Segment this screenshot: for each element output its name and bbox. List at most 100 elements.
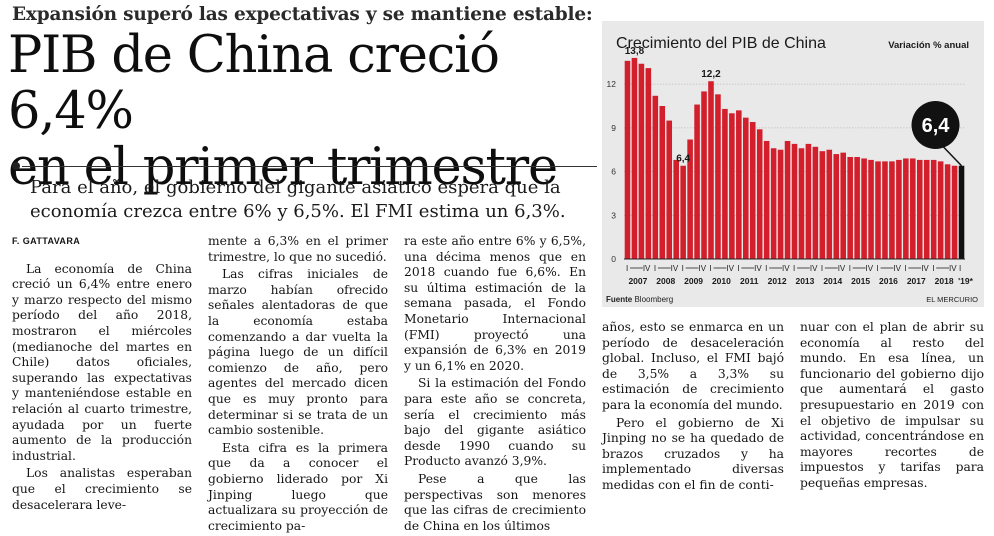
chart-title: Crecimiento del PIB de China [616, 35, 826, 52]
year-label: 2011 [740, 276, 759, 286]
kicker: Expansión superó las expectativas y se m… [12, 4, 593, 25]
headline-divider [12, 162, 597, 170]
data-label: 13,8 [625, 46, 645, 57]
paragraph: nuar con el plan de abrir su economía al… [800, 320, 984, 490]
bar [861, 158, 867, 259]
paragraph: mente a 6,3% en el primer trimestre, lo … [208, 234, 388, 264]
year-label: 2012 [768, 276, 787, 286]
y-tick-label: 3 [611, 210, 616, 220]
year-label: 2007 [628, 276, 647, 286]
callout-bubble [911, 101, 960, 149]
quarter-mark: IV [921, 264, 929, 273]
bar [896, 159, 902, 259]
paragraph: Si la estimación del Fondo para este año… [404, 376, 586, 469]
bar [833, 154, 840, 259]
bar [694, 104, 700, 260]
chart-subtitle: Variación % anual [888, 40, 969, 51]
source-label: Fuente [606, 295, 634, 304]
year-label: 2014 [823, 276, 842, 286]
bar [819, 151, 826, 259]
quarter-mark: I [877, 264, 879, 273]
bar [666, 120, 673, 259]
bar [826, 149, 833, 259]
bar [784, 140, 791, 259]
bar [916, 159, 923, 259]
quarter-mark: IV [754, 264, 762, 273]
article-column-3: ra este año entre 6% y 6,5%, una décima … [404, 234, 586, 536]
bar [951, 165, 958, 259]
bar [708, 81, 714, 259]
y-tick-label: 6 [611, 167, 616, 177]
bar [875, 161, 881, 259]
callout-label: 6,4 [922, 115, 951, 137]
source-name: Bloomberg [634, 295, 673, 304]
bar [722, 108, 728, 260]
bar [805, 143, 812, 259]
bar [756, 129, 763, 259]
quarter-mark: I [682, 264, 684, 273]
year-label: 2013 [795, 276, 814, 286]
bar [777, 149, 784, 259]
y-tick-label: 0 [611, 254, 616, 264]
paragraph: ra este año entre 6% y 6,5%, una décima … [404, 234, 586, 373]
paragraph: Las cifras iniciales de marzo habían ofr… [208, 267, 388, 438]
bar [812, 146, 819, 259]
article-column-5: nuar con el plan de abrir su economía al… [800, 320, 984, 494]
paragraph: Esta cifra es la primera que da a conoce… [208, 440, 388, 533]
bar [791, 143, 798, 259]
quarter-mark: I [626, 264, 628, 273]
quarter-mark: I [849, 264, 851, 273]
quarter-mark: IV [699, 264, 707, 273]
chart-credit: EL MERCURIO [926, 295, 978, 304]
gdp-chart: Crecimiento del PIB de China Variación % … [602, 21, 984, 307]
bar [868, 159, 874, 259]
divider-line [22, 165, 597, 167]
headline-line-1: PIB de China creció 6,4% [8, 26, 500, 141]
bar [638, 63, 645, 259]
bar [930, 159, 937, 259]
deck-line-1: Para el año, el gobierno del gigante asi… [30, 177, 561, 198]
bar [763, 140, 770, 259]
bar [673, 159, 679, 259]
quarter-mark: IV [949, 264, 957, 273]
headline-line-2: en el primer trimestre [8, 138, 558, 197]
bar [715, 94, 721, 259]
quarter-mark: I [765, 264, 767, 273]
bar [958, 165, 965, 259]
quarter-mark: I [737, 264, 739, 273]
bar [743, 117, 749, 260]
bar [770, 148, 777, 259]
bar [729, 113, 735, 260]
quarter-mark: I [710, 264, 712, 273]
quarter-mark: I [793, 264, 795, 273]
bar [652, 95, 659, 259]
bar [882, 161, 888, 259]
quarter-mark: IV [866, 264, 874, 273]
chart-source: Fuente Bloomberg [606, 295, 673, 304]
year-label: 2018 [935, 276, 954, 286]
paragraph: Pese a que las perspectivas son menores … [404, 471, 586, 533]
year-label: 2009 [684, 276, 703, 286]
year-label: 2016 [879, 276, 898, 286]
year-label: '19* [958, 276, 973, 286]
deck-line-2: economía crezca entre 6% y 6,5%. El FMI … [30, 201, 566, 222]
byline: F. GATTAVARA [12, 236, 81, 246]
bar [910, 158, 916, 259]
quarter-mark: IV [671, 264, 679, 273]
year-label: 2010 [712, 276, 731, 286]
headline: PIB de China creció 6,4% en el primer tr… [8, 28, 593, 196]
quarter-mark: I [932, 264, 934, 273]
callout-line [942, 146, 963, 167]
data-label: 6,4 [676, 154, 690, 165]
quarter-mark: I [821, 264, 823, 273]
paragraph: Pero el gobierno de Xi Jinping no se ha … [602, 415, 784, 492]
bar [903, 158, 909, 259]
quarter-mark: IV [726, 264, 734, 273]
year-label: 2015 [851, 276, 870, 286]
bar [840, 152, 846, 259]
bar [645, 68, 652, 259]
quarter-mark: IV [810, 264, 818, 273]
bar [680, 165, 686, 259]
gdp-chart-svg: Crecimiento del PIB de China Variación % … [606, 35, 978, 304]
bar [749, 122, 756, 260]
